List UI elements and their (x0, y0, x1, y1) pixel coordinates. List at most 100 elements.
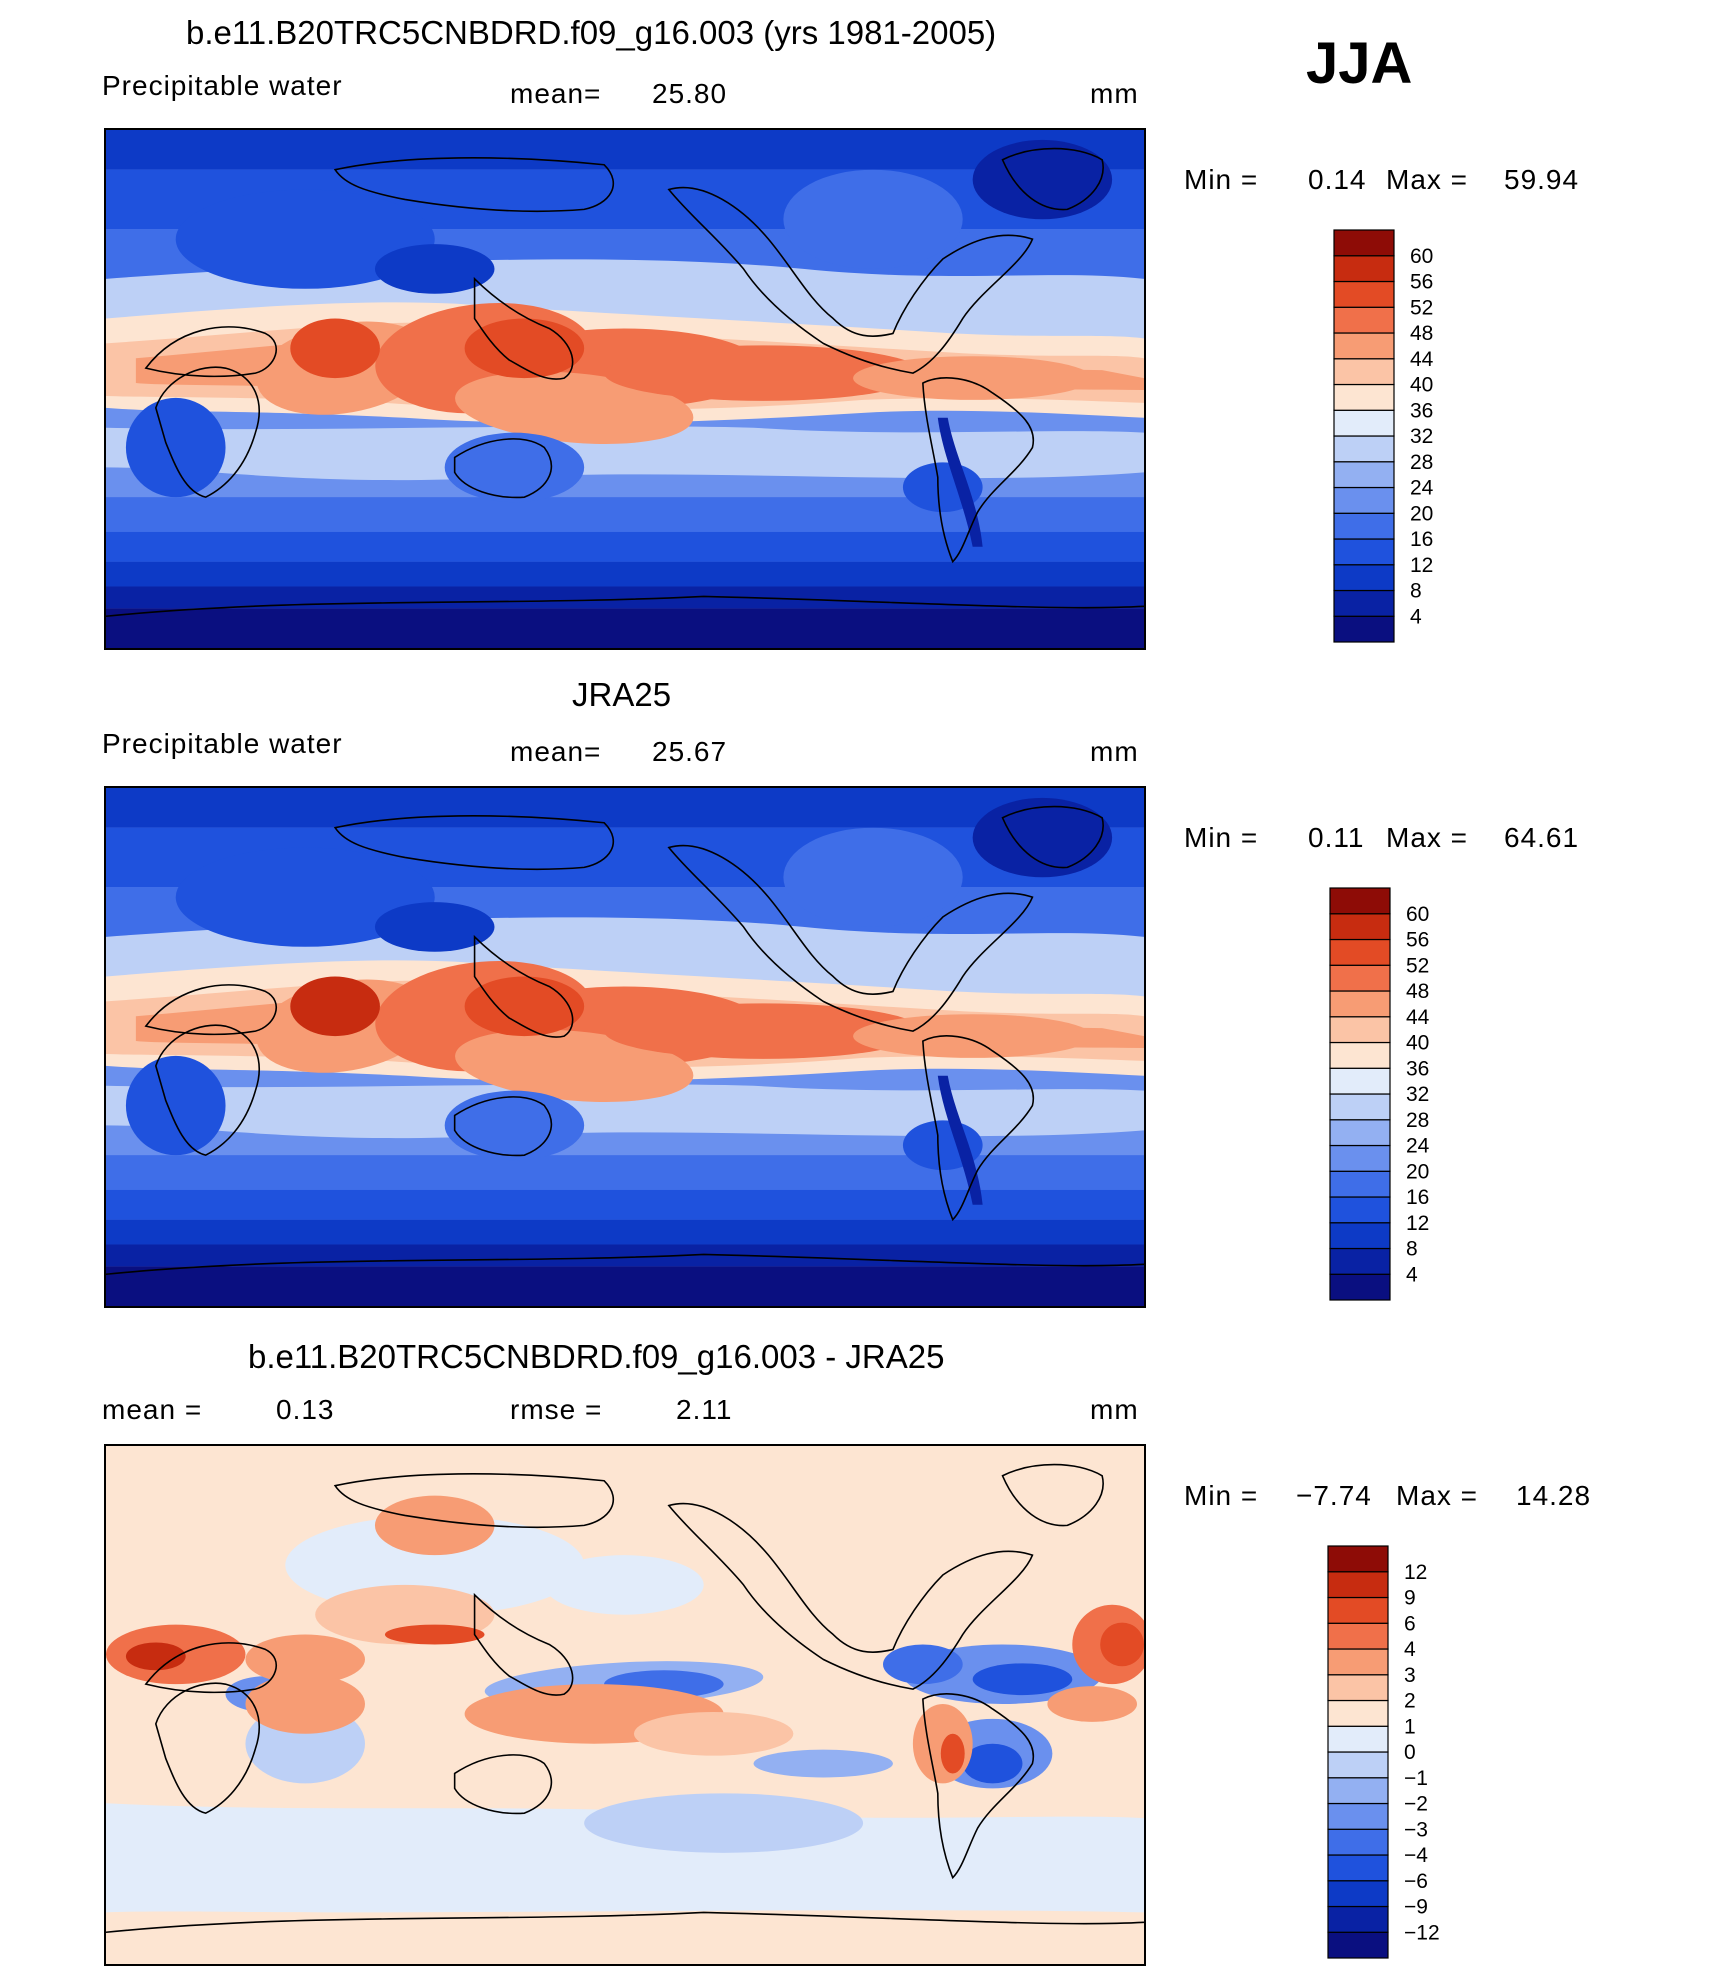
colorbar-segment (1333, 306, 1395, 334)
colorbar-tick-label: 40 (1406, 1032, 1429, 1055)
colorbar-tick-label: 4 (1406, 1263, 1418, 1286)
panel-3-map-svg (106, 1446, 1144, 1964)
field-blob (940, 1733, 965, 1774)
colorbar-segment (1327, 1674, 1389, 1702)
panel-2-min-value: 0.11 (1308, 822, 1365, 853)
colorbar-tick-label: 44 (1410, 348, 1434, 371)
coastline (154, 366, 260, 499)
colorbar-segment (1327, 1931, 1389, 1959)
colorbar-segment (1329, 1016, 1391, 1044)
colorbar-tick-label: 24 (1406, 1135, 1430, 1158)
panel-2-max-label: Max = (1386, 822, 1469, 853)
field-band (106, 1155, 1144, 1190)
colorbar-tick-label: 8 (1406, 1238, 1418, 1261)
colorbar-segment (1329, 1196, 1391, 1224)
colorbar-tick-label: 60 (1406, 903, 1429, 926)
panel-3-max-label: Max = (1396, 1480, 1479, 1511)
panel-3-units: mm (1090, 1394, 1139, 1425)
coastline (473, 1592, 574, 1696)
colorbar-tick-label: 6 (1404, 1612, 1416, 1635)
field-blob (753, 1749, 893, 1778)
field-blob (783, 827, 963, 927)
panel-1-min-label: Min = (1184, 164, 1259, 195)
panel-3-min-label: Min = (1184, 1480, 1259, 1511)
panel-3-map (104, 1444, 1146, 1966)
colorbar-segment (1333, 615, 1395, 643)
colorbar-segment (1329, 964, 1391, 992)
panel-2-variable: Precipitable water (102, 728, 343, 759)
coastline (106, 1911, 1144, 1934)
colorbar-tick-label: 28 (1406, 1109, 1429, 1132)
panel-1-min-value: 0.14 (1308, 164, 1367, 195)
panel-2-map-svg (106, 788, 1144, 1306)
panel-3-mean-value: 0.13 (276, 1394, 335, 1425)
colorbar-tick-label: 0 (1404, 1741, 1416, 1764)
coastline (453, 438, 553, 499)
field-band (106, 788, 1144, 828)
colorbar-segment (1333, 461, 1395, 489)
colorbar-tick-label: 40 (1410, 374, 1433, 397)
field-blob (444, 432, 585, 503)
colorbar-tick-label: 52 (1406, 954, 1429, 977)
colorbar-tick-label: 12 (1410, 554, 1433, 577)
colorbar-segment (1327, 1828, 1389, 1856)
colorbar-segment (1333, 538, 1395, 566)
field-blob (384, 1624, 485, 1645)
colorbar-tick-label: 28 (1410, 451, 1433, 474)
field-blob (1047, 1686, 1138, 1722)
panel-2-mean-value: 25.67 (652, 736, 728, 767)
colorbar-tick-label: 44 (1406, 1006, 1430, 1029)
field-band (106, 130, 1144, 170)
colorbar-segment (1329, 938, 1391, 966)
panel-1-mean-label: mean= (510, 78, 602, 109)
field-blob (1100, 1622, 1144, 1667)
colorbar-segment (1327, 1880, 1389, 1908)
colorbar-tick-label: −12 (1404, 1921, 1440, 1944)
colorbar-tick-label: 3 (1404, 1664, 1416, 1687)
colorbar-segment (1329, 1247, 1391, 1275)
colorbar-tick-label: 8 (1410, 580, 1422, 603)
field-blob (544, 1555, 704, 1615)
colorbar-segment (1329, 990, 1391, 1018)
coastline (667, 1502, 1034, 1690)
field-blob (455, 371, 694, 444)
field-blob (464, 976, 585, 1037)
panel-1-map (104, 128, 1146, 650)
panel-3-rmse-label: rmse = (510, 1394, 603, 1425)
field-blob (464, 318, 585, 379)
field-band (106, 1266, 1144, 1306)
colorbar-tick-label: 48 (1410, 322, 1433, 345)
colorbar-segment (1333, 358, 1395, 386)
field-blob (374, 244, 495, 294)
panel-2-min-label: Min = (1184, 822, 1259, 853)
field-blob (125, 1642, 186, 1671)
coastline (922, 1693, 1035, 1880)
field-band (106, 1219, 1144, 1245)
coastline (154, 1682, 260, 1815)
panel-1-map-svg (106, 130, 1144, 648)
colorbar-tick-label: 52 (1410, 296, 1433, 319)
colorbar-segment (1327, 1777, 1389, 1805)
colorbar-segment (1333, 486, 1395, 514)
colorbar-segment (1329, 887, 1391, 915)
coastline (1001, 147, 1104, 211)
colorbar-segment (1329, 1144, 1391, 1172)
colorbar-tick-label: −2 (1404, 1793, 1428, 1816)
colorbar-tick-label: 12 (1406, 1212, 1429, 1235)
colorbar-tick-label: 36 (1410, 399, 1433, 422)
colorbar-tick-label: 12 (1404, 1561, 1427, 1584)
field-blob (125, 1055, 226, 1156)
coastline (667, 844, 1034, 1032)
coastline (1001, 1463, 1104, 1527)
colorbar-segment (1327, 1648, 1389, 1676)
colorbar-tick-label: −6 (1404, 1870, 1428, 1893)
colorbar-tick-label: 48 (1406, 980, 1429, 1003)
panel-3-title: b.e11.B20TRC5CNBDRD.f09_g16.003 - JRA25 (248, 1338, 945, 1375)
panel-2-title: JRA25 (572, 676, 672, 713)
panel-3-colorbar-svg: −12−9 −6 −4 −3−2 −1 0 12 3 4 69 12 (1327, 1545, 1440, 1959)
coastline (922, 1035, 1035, 1222)
panel-1-max-label: Max = (1386, 164, 1469, 195)
colorbar-segment (1327, 1905, 1389, 1933)
colorbar-segment (1333, 332, 1395, 360)
colorbar-segment (1329, 1119, 1391, 1147)
